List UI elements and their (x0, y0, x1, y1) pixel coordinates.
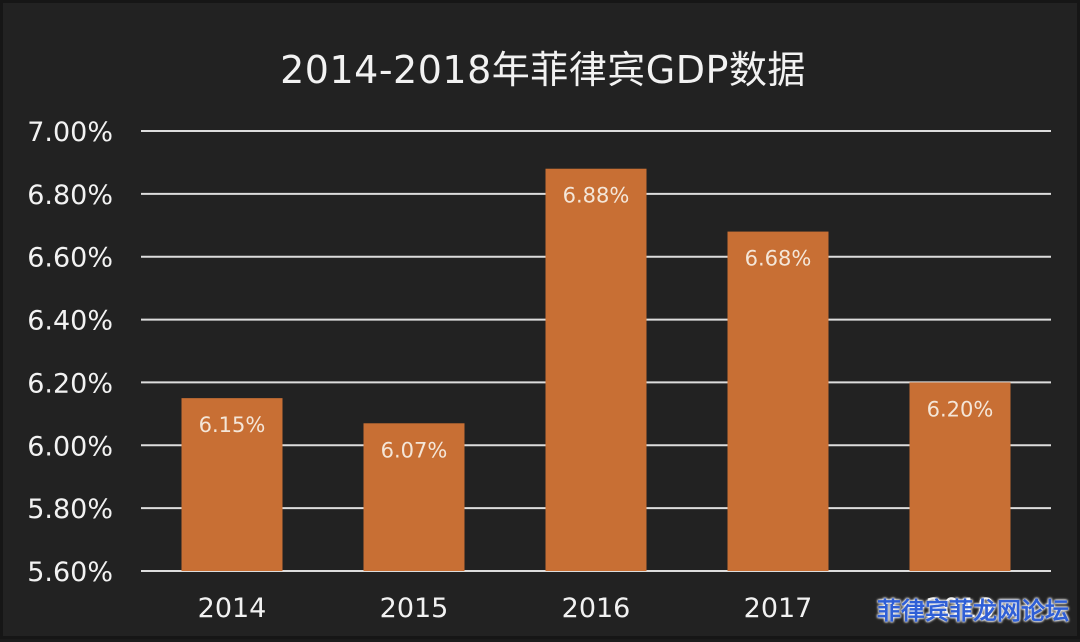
bar-2016 (545, 168, 647, 571)
x-tick-label: 2017 (744, 593, 813, 624)
y-tick-label: 5.60% (27, 557, 113, 588)
y-tick-label: 6.60% (27, 243, 113, 274)
x-tick-label: 2014 (198, 593, 267, 624)
x-tick-label: 2016 (562, 593, 631, 624)
y-tick-label: 6.20% (27, 368, 113, 399)
bar-2015 (363, 423, 465, 571)
y-tick-label: 6.40% (27, 306, 113, 337)
bar-chart: 5.60% 5.80% 6.00% 6.20% 6.40% 6.60% 6.80% 7.00%… (27, 117, 1051, 624)
data-label: 6.15% (199, 413, 266, 437)
bar-2017 (727, 231, 829, 572)
data-label: 6.68% (745, 247, 812, 271)
bar-2018 (909, 382, 1011, 571)
x-tick-label: 2015 (380, 593, 449, 624)
data-label: 6.88% (563, 184, 630, 208)
y-tick-label: 5.80% (27, 494, 113, 525)
watermark-text: 菲律宾菲龙网论坛 (877, 597, 1069, 625)
y-tick-label: 6.00% (27, 431, 113, 462)
data-label: 6.20% (927, 397, 994, 421)
y-tick-label: 6.80% (27, 180, 113, 211)
x-tick-label: 2018 (926, 593, 995, 624)
chart-title: 2014-2018年菲律宾GDP数据 (280, 48, 806, 92)
bar-2014 (181, 398, 283, 571)
data-label: 6.07% (381, 438, 448, 462)
y-tick-label: 7.00% (27, 117, 113, 148)
